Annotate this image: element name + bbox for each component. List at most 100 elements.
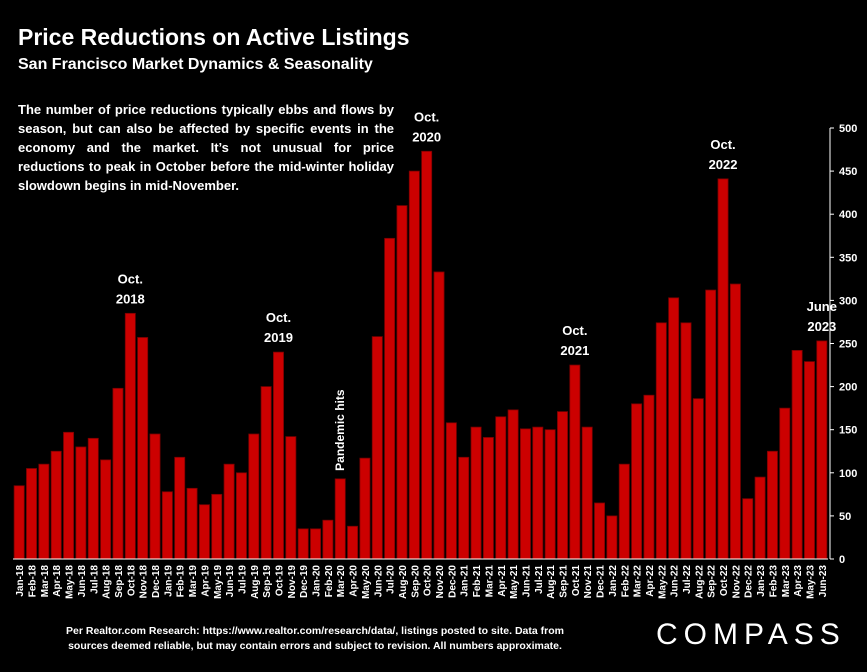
chart-bar — [729, 283, 741, 560]
chart-bar — [445, 422, 457, 560]
chart-bar — [655, 322, 667, 560]
x-tick-label: Sep-22 — [707, 565, 718, 598]
x-tick-label: Oct-19 — [274, 565, 285, 597]
x-tick-label: May-19 — [213, 565, 224, 599]
chart-bar — [421, 150, 433, 560]
x-tick-label: Jun-23 — [818, 565, 829, 598]
chart-bar — [569, 364, 581, 560]
x-tick-label: Mar-19 — [188, 565, 199, 598]
annotation-label: June — [807, 299, 837, 314]
chart-bar — [371, 336, 383, 560]
x-tick-label: Dec-20 — [447, 565, 458, 598]
chart-bar — [161, 491, 173, 560]
x-tick-label: Nov-19 — [287, 565, 298, 599]
x-tick-label: May-23 — [805, 565, 816, 599]
x-tick-label: Jul-21 — [534, 565, 545, 594]
y-tick-label: 350 — [839, 252, 857, 264]
chart-bar — [75, 446, 87, 560]
x-tick-label: Jan-20 — [312, 565, 323, 597]
chart-bar — [297, 528, 309, 560]
x-tick-label: Jul-22 — [682, 565, 693, 594]
x-tick-label: Mar-22 — [633, 565, 644, 598]
annotation-label: 2018 — [116, 291, 145, 306]
x-tick-label: Jan-21 — [460, 565, 471, 597]
chart-bar — [557, 411, 568, 560]
chart-bar — [408, 170, 420, 560]
x-tick-label: Feb-23 — [768, 565, 779, 598]
chart-bar — [396, 205, 408, 560]
chart-bar — [174, 456, 186, 560]
x-tick-label: Apr-21 — [497, 565, 508, 597]
x-tick-label: May-21 — [509, 565, 520, 599]
y-tick-label: 250 — [839, 339, 857, 351]
chart-bar — [384, 237, 396, 560]
chart-bar — [347, 525, 359, 560]
x-tick-label: Feb-20 — [324, 565, 335, 598]
chart-bar — [692, 398, 704, 560]
x-tick-label: Apr-19 — [200, 565, 211, 597]
x-tick-label: Jul-19 — [237, 565, 248, 594]
chart-bar — [273, 351, 284, 560]
x-tick-label: Sep-21 — [559, 565, 570, 598]
chart-bar — [26, 468, 37, 560]
x-tick-label: Sep-19 — [262, 565, 273, 598]
x-tick-label: May-18 — [65, 565, 76, 599]
chart-description: The number of price reductions typically… — [18, 102, 394, 193]
chart-bar — [458, 456, 470, 560]
chart-bar — [791, 349, 803, 560]
compass-logo: COMPASS — [656, 618, 846, 651]
y-tick-label: 300 — [839, 295, 857, 307]
chart-bar — [248, 433, 260, 560]
chart-bar — [235, 472, 247, 560]
y-tick-label: 150 — [839, 425, 857, 437]
y-tick-label: 0 — [839, 554, 845, 566]
chart-bar — [779, 407, 791, 560]
x-tick-label: Jun-20 — [373, 565, 384, 598]
x-tick-label: Nov-20 — [435, 565, 446, 599]
x-tick-label: Nov-21 — [583, 565, 594, 599]
chart-bar — [705, 289, 717, 560]
chart-bar — [198, 504, 210, 560]
x-tick-label: Feb-19 — [176, 565, 187, 598]
chart-bar — [310, 528, 322, 560]
x-tick-label: Aug-20 — [398, 565, 409, 599]
chart-bar — [223, 463, 235, 560]
x-tick-label: Feb-21 — [472, 565, 483, 598]
x-tick-label: Apr-22 — [645, 565, 656, 597]
y-tick-label: 450 — [839, 166, 857, 178]
x-tick-label: Jan-22 — [608, 565, 619, 597]
x-tick-label: Mar-20 — [336, 565, 347, 598]
x-tick-label: Jun-22 — [670, 565, 681, 598]
chart-bar — [519, 428, 531, 560]
chart-bar — [260, 386, 272, 560]
x-tick-label: Dec-22 — [744, 565, 755, 598]
x-tick-label: Jan-19 — [163, 565, 174, 597]
chart-bar — [668, 297, 680, 560]
x-tick-label: Sep-18 — [114, 565, 125, 598]
x-tick-label: Jan-18 — [15, 565, 26, 597]
chart-bar — [433, 271, 445, 560]
chart-bar — [507, 409, 519, 560]
x-tick-label: Dec-19 — [299, 565, 310, 598]
chart-bar — [544, 429, 556, 560]
x-tick-label: Apr-23 — [793, 565, 804, 597]
chart-bar — [754, 476, 766, 560]
chart-bar — [804, 361, 815, 560]
x-tick-label: Feb-18 — [28, 565, 39, 598]
annotation-label: 2019 — [264, 330, 293, 345]
chart-bar — [643, 394, 655, 560]
x-tick-label: Oct-18 — [126, 565, 137, 597]
y-tick-label: 400 — [839, 209, 857, 221]
chart-bar — [606, 515, 618, 560]
chart-bar — [581, 426, 593, 560]
annotation-label: Oct. — [266, 310, 291, 325]
x-tick-label: Oct-22 — [719, 565, 730, 597]
annotation-label: Pandemic hits — [333, 389, 347, 471]
x-tick-label: Aug-22 — [694, 565, 705, 599]
x-tick-label: Mar-18 — [40, 565, 51, 598]
chart-bar — [532, 426, 544, 560]
x-tick-label: Jun-18 — [77, 565, 88, 598]
chart-bar — [63, 431, 75, 560]
x-tick-label: Jul-20 — [386, 565, 397, 594]
y-tick-label: 500 — [839, 123, 857, 135]
